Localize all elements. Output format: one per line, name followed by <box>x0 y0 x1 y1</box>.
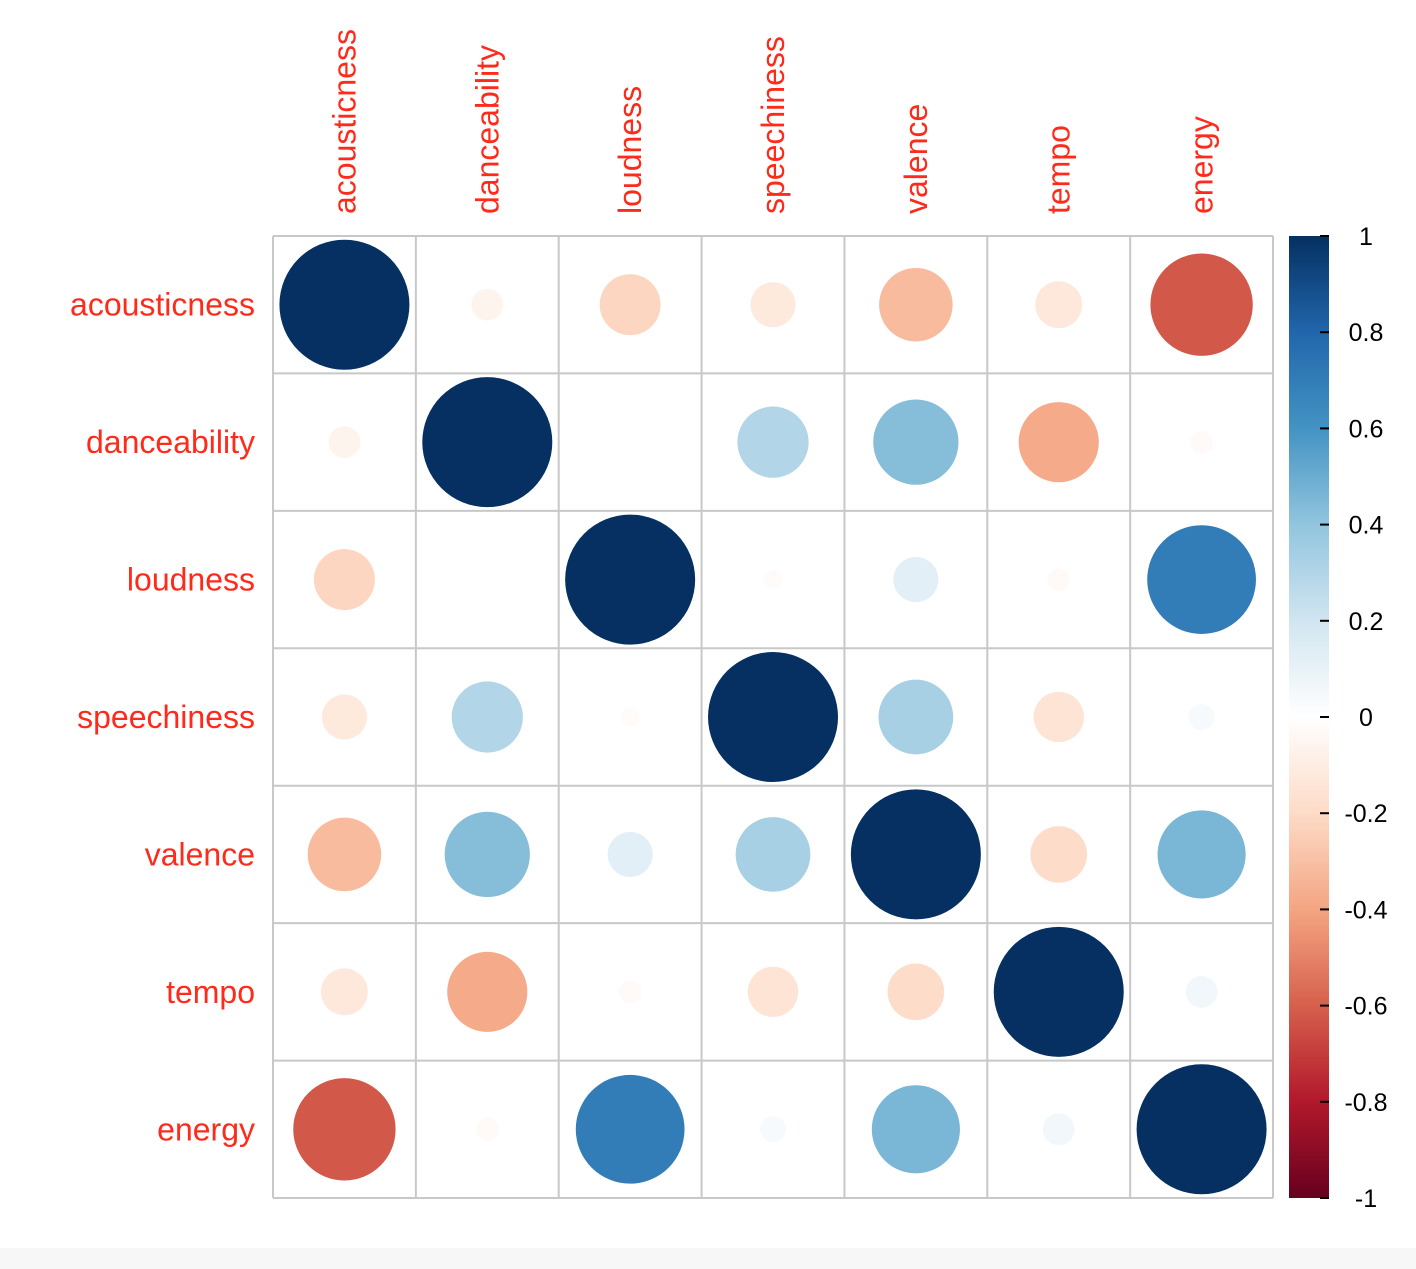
corr-circle-valence-tempo <box>1030 826 1088 883</box>
colorbar-tick-label: 0.6 <box>1349 415 1384 443</box>
corr-circle-danceability-valence <box>873 399 959 485</box>
corr-circle-danceability-speechiness <box>737 406 809 478</box>
corr-circle-tempo-loudness <box>618 980 642 1004</box>
footer-strip <box>0 1248 1416 1269</box>
corr-circle-acousticness-valence <box>879 267 953 342</box>
column-label-speechiness: speechiness <box>755 36 791 214</box>
corr-circle-speechiness-danceability <box>451 681 523 753</box>
column-labels: acousticness danceability loudness speechin… <box>326 29 1219 214</box>
corr-circle-speechiness-speechiness <box>708 652 839 783</box>
column-label-loudness: loudness <box>612 86 648 214</box>
colorbar-tick-label: -0.2 <box>1344 800 1387 828</box>
row-label-tempo: tempo <box>166 974 255 1010</box>
corr-circle-tempo-acousticness <box>320 968 368 1016</box>
corr-circle-valence-speechiness <box>735 817 811 892</box>
corr-circle-tempo-speechiness <box>747 966 799 1018</box>
colorbar-tick-label: -0.6 <box>1344 993 1387 1021</box>
corr-circle-acousticness-speechiness <box>750 282 796 328</box>
column-label-valence: valence <box>898 104 934 214</box>
corr-circle-energy-tempo <box>1042 1113 1075 1146</box>
corr-circle-speechiness-tempo <box>1033 691 1084 743</box>
row-label-energy: energy <box>157 1111 255 1147</box>
corr-circle-valence-danceability <box>444 811 530 898</box>
row-label-loudness: loudness <box>127 562 255 598</box>
row-labels: acousticness danceability loudness speechin… <box>70 287 255 1148</box>
corr-circle-energy-loudness <box>575 1074 685 1184</box>
colorbar-tick-label: -0.8 <box>1344 1089 1387 1117</box>
corr-circle-loudness-loudness <box>565 514 696 645</box>
corr-circle-loudness-valence <box>893 557 939 603</box>
colorbar-tick-label: -1 <box>1355 1185 1377 1213</box>
row-label-danceability: danceability <box>86 424 255 460</box>
corr-circle-energy-energy <box>1136 1064 1267 1195</box>
row-label-valence: valence <box>145 836 255 872</box>
colorbar-tick-label: 0 <box>1359 704 1373 732</box>
corr-circle-danceability-tempo <box>1018 402 1099 483</box>
corr-circle-acousticness-tempo <box>1035 281 1083 329</box>
column-label-tempo: tempo <box>1041 125 1077 214</box>
colorbar-tick-label: 0.2 <box>1349 608 1384 636</box>
corr-circle-danceability-danceability <box>422 377 553 508</box>
corr-circle-acousticness-loudness <box>599 274 661 336</box>
corr-circle-acousticness-energy <box>1150 253 1253 356</box>
corr-circle-energy-danceability <box>476 1118 499 1141</box>
corr-circle-danceability-energy <box>1190 430 1213 454</box>
corr-circle-tempo-danceability <box>447 951 528 1032</box>
corr-circle-acousticness-acousticness <box>279 239 410 370</box>
corr-circle-tempo-tempo <box>993 926 1124 1057</box>
corr-circle-speechiness-acousticness <box>321 694 367 740</box>
corr-circle-speechiness-energy <box>1188 704 1215 731</box>
row-label-speechiness: speechiness <box>77 699 255 735</box>
corr-circle-tempo-energy <box>1185 975 1218 1008</box>
corr-circle-speechiness-loudness <box>620 707 640 727</box>
corr-circle-loudness-speechiness <box>763 570 783 589</box>
corr-circle-acousticness-danceability <box>471 288 504 321</box>
correlation-circles <box>279 239 1267 1195</box>
color-legend: 1 0.8 0.6 0.4 0.2 0 -0.2 -0.4 -0.6 -0.8 -1 <box>1289 223 1388 1213</box>
column-label-danceability: danceability <box>469 45 505 214</box>
corr-circle-loudness-energy <box>1147 525 1256 634</box>
column-label-acousticness: acousticness <box>326 29 362 214</box>
corr-circle-valence-acousticness <box>307 817 382 892</box>
corr-circle-danceability-acousticness <box>328 426 361 459</box>
colorbar-tick-label: 1 <box>1359 223 1373 251</box>
corr-circle-valence-energy <box>1157 810 1246 899</box>
column-label-energy: energy <box>1184 116 1220 214</box>
colorbar-tick-label: 0.8 <box>1349 319 1384 347</box>
corr-circle-energy-speechiness <box>760 1116 787 1143</box>
corr-circle-loudness-tempo <box>1047 568 1070 591</box>
corr-circle-loudness-acousticness <box>313 549 375 611</box>
corr-circle-energy-acousticness <box>293 1078 396 1181</box>
corr-circle-energy-valence <box>871 1085 960 1174</box>
matrix-grid <box>272 235 1275 1200</box>
corr-circle-valence-valence <box>850 789 981 920</box>
corr-circle-speechiness-valence <box>878 679 954 755</box>
row-label-acousticness: acousticness <box>70 287 255 323</box>
colorbar-tick-label: -0.4 <box>1344 896 1387 924</box>
colorbar-tick-label: 0.4 <box>1349 512 1384 540</box>
corr-circle-valence-loudness <box>607 831 653 877</box>
corr-circle-tempo-valence <box>887 963 945 1021</box>
